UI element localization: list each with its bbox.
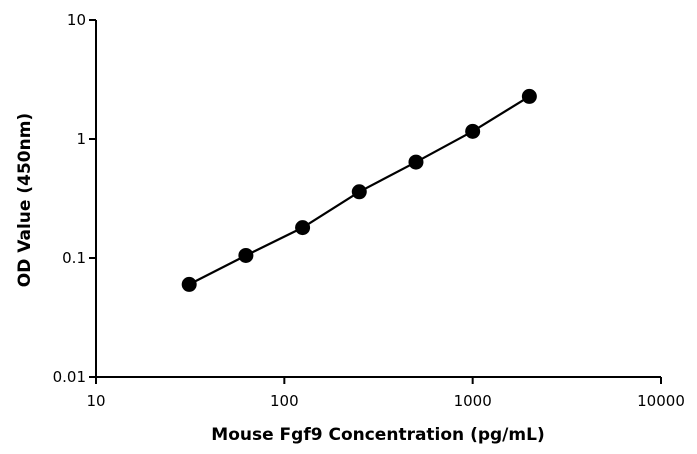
x-tick-labels: 10 100 1000 10000: [86, 392, 684, 410]
x-tick-label: 100: [270, 392, 299, 410]
series-layer: [181, 88, 537, 292]
y-tick-label: 10: [67, 11, 86, 29]
y-tick-labels: 0.01 0.1 1 10: [53, 11, 86, 386]
y-tick-label: 1: [76, 130, 86, 148]
axes: [89, 19, 662, 384]
x-axis-title: Mouse Fgf9 Concentration (pg/mL): [211, 425, 544, 445]
data-point: [465, 123, 481, 139]
x-tick-label: 10: [86, 392, 105, 410]
y-axis-title: OD Value (450nm): [15, 113, 35, 287]
data-point: [238, 247, 254, 263]
x-tick-label: 1000: [454, 392, 492, 410]
data-point: [181, 276, 197, 292]
data-point: [351, 184, 367, 200]
data-point: [408, 154, 424, 170]
x-tick-label: 10000: [637, 392, 685, 410]
data-point: [521, 88, 537, 104]
y-tick-label: 0.01: [53, 368, 86, 386]
data-point: [295, 220, 311, 236]
y-tick-label: 0.1: [62, 249, 86, 267]
